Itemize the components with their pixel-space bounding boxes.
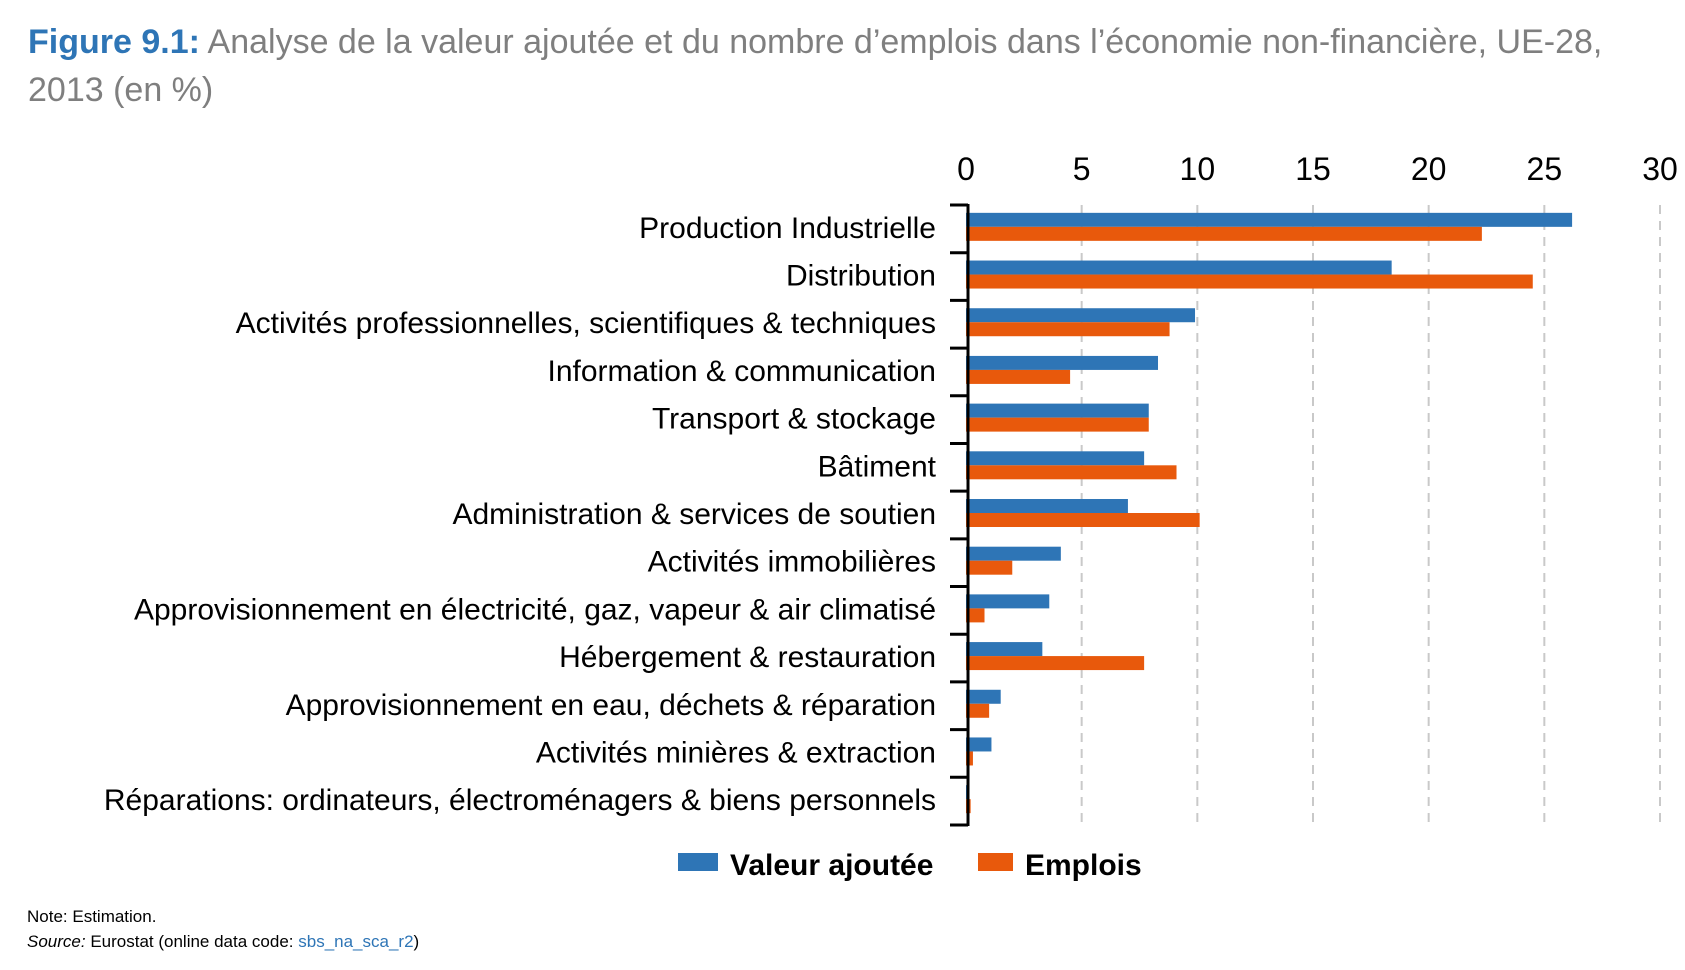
bar-valeur-ajoutee — [966, 499, 1128, 513]
category-label: Transport & stockage — [652, 403, 936, 436]
category-label: Hébergement & restauration — [559, 641, 936, 674]
category-label: Distribution — [786, 260, 936, 293]
category-label: Activités professionnelles, scientifique… — [236, 307, 936, 340]
bar-emplois — [966, 560, 1013, 575]
legend-label: Emplois — [1025, 849, 1142, 882]
source-line: Source: Eurostat (online data code: sbs_… — [27, 929, 419, 954]
bar-emplois — [966, 417, 1149, 432]
bar-valeur-ajoutee — [966, 546, 1061, 561]
source-code-link[interactable]: sbs_na_sca_r2 — [298, 932, 414, 951]
bar-emplois — [966, 703, 990, 718]
bar-valeur-ajoutee — [966, 594, 1050, 609]
note-text: Note: Estimation. — [27, 907, 157, 926]
bar-emplois — [966, 608, 985, 623]
x-tick-label: 5 — [1073, 151, 1091, 187]
category-label: Administration & services de soutien — [452, 498, 936, 531]
category-label: Activités immobilières — [648, 546, 936, 579]
source-label: Source: — [27, 932, 86, 951]
bar-emplois — [966, 274, 1533, 289]
category-label: Information & communication — [547, 355, 936, 388]
category-label: Production Industrielle — [639, 212, 936, 245]
bar-chart: 0 5 10 15 20 25 30 Production Industrielle Distr… — [104, 151, 1678, 882]
x-tick-label: 30 — [1642, 151, 1678, 187]
bar-valeur-ajoutee — [966, 212, 1573, 227]
legend-swatch — [678, 853, 718, 871]
bar-valeur-ajoutee — [966, 451, 1145, 466]
x-tick-label: 25 — [1527, 151, 1563, 187]
x-tick-label: 10 — [1180, 151, 1216, 187]
chart-title: Figure 9.1: Analyse de la valeur ajoutée… — [28, 18, 1658, 114]
bar-emplois — [966, 226, 1482, 241]
category-label: Activités minières & extraction — [536, 736, 936, 769]
bar-emplois — [966, 465, 1177, 480]
bar-emplois — [966, 322, 1170, 337]
source-end: ) — [413, 932, 420, 951]
category-label: Bâtiment — [818, 450, 937, 483]
x-tick-label: 15 — [1295, 151, 1331, 187]
notes: Note: Estimation. Source: Eurostat (onli… — [27, 904, 419, 954]
category-label: Approvisionnement en électricité, gaz, v… — [134, 593, 936, 626]
x-tick-label: 0 — [957, 151, 975, 187]
source-text: Eurostat (online data code: — [85, 932, 299, 951]
bar-valeur-ajoutee — [966, 355, 1159, 370]
bar-valeur-ajoutee — [966, 308, 1196, 323]
bar-valeur-ajoutee — [966, 642, 1043, 657]
bar-valeur-ajoutee — [966, 260, 1392, 275]
bar-valeur-ajoutee — [966, 737, 992, 752]
legend-swatch — [978, 853, 1013, 871]
bar-valeur-ajoutee — [966, 403, 1149, 418]
bar-valeur-ajoutee — [966, 689, 1001, 704]
x-tick-label: 20 — [1411, 151, 1447, 187]
bar-emplois — [966, 513, 1200, 527]
title-text: Analyse de la valeur ajoutée et du nombr… — [28, 23, 1603, 109]
category-label: Réparations: ordinateurs, électroménager… — [104, 784, 936, 817]
bar-emplois — [966, 369, 1071, 384]
legend-label: Valeur ajoutée — [730, 849, 933, 882]
bar-emplois — [966, 656, 1145, 671]
category-label: Approvisionnement en eau, déchets & répa… — [286, 689, 936, 722]
figure-label: Figure 9.1: — [28, 23, 200, 61]
